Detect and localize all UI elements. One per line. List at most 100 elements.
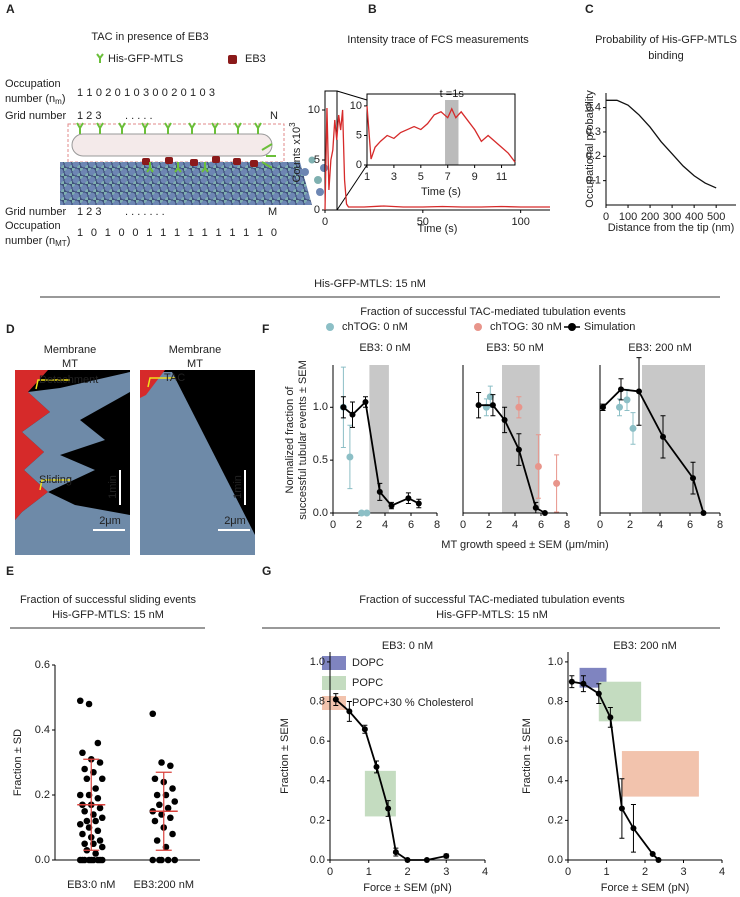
y-axis-label: Fraction ± SEM <box>521 718 533 794</box>
y-tick-label: 0.4 <box>548 775 563 787</box>
x-tick-label: 0 <box>460 519 466 531</box>
data-point <box>423 857 430 863</box>
y-tick-label: 0.0 <box>35 854 50 866</box>
data-point <box>171 856 179 864</box>
data-point <box>340 404 347 411</box>
data-point <box>167 762 174 770</box>
data-point <box>489 402 496 409</box>
data-point <box>83 817 91 825</box>
chart-title: EB3: 0 nM <box>382 640 433 652</box>
panel-label: D <box>6 322 15 336</box>
label-part: ) <box>62 93 66 105</box>
membrane-label: Membrane <box>44 344 97 356</box>
x-tick-label: 5 <box>418 171 424 183</box>
data-point <box>94 827 102 835</box>
data-point <box>83 775 91 783</box>
data-point <box>629 424 637 432</box>
data-point <box>90 856 97 864</box>
data-point <box>94 739 102 747</box>
y-tick-label: 0.5 <box>313 454 328 466</box>
x-tick-label: 100 <box>511 216 529 228</box>
x-tick-label: 4 <box>512 519 518 531</box>
legend-label: Simulation <box>584 321 635 333</box>
y-tick-label: 0.2 <box>586 150 601 162</box>
x-tick-label: EB3:200 nM <box>133 879 194 891</box>
data-point <box>595 690 602 697</box>
y-axis-label: Normalized fraction of <box>284 386 296 494</box>
chart-title: EB3: 200 nM <box>613 640 677 652</box>
x-tick-label: 2 <box>642 866 648 878</box>
x-tick-label: 1 <box>366 866 372 878</box>
data-point <box>690 475 696 482</box>
y-axis-label: Counts x103 <box>288 122 303 183</box>
x-tick-label: 6 <box>538 519 544 531</box>
x-tick-label: 2 <box>627 519 633 531</box>
data-point <box>158 759 165 766</box>
x-tick-label: 11 <box>496 171 507 183</box>
zoom-connector <box>336 90 368 101</box>
data-point <box>515 446 522 453</box>
data-point <box>76 820 84 828</box>
y-tick-label: 0.0 <box>310 854 325 866</box>
legend-swatch <box>326 323 334 331</box>
y-tick-label: 0.1 <box>586 175 601 187</box>
legend-label: chTOG: 30 nM <box>490 321 562 333</box>
x-tick-label: 2 <box>486 519 492 531</box>
chart-title: binding <box>648 50 683 62</box>
header: His-GFP-MTLS: 15 nM <box>314 278 426 290</box>
label: number (nm) <box>5 93 65 106</box>
x-tick-label: 0 <box>597 519 603 531</box>
grid-row: N <box>270 110 278 122</box>
data-point <box>81 840 88 848</box>
label-subscript: m <box>55 97 62 106</box>
data-point <box>568 678 575 685</box>
data-point <box>169 785 176 792</box>
label-part: ) <box>67 235 71 247</box>
grid-row: . . . . . . . <box>125 206 165 218</box>
data-point <box>475 402 482 409</box>
data-point <box>404 857 411 863</box>
legend-label: DOPC <box>352 657 384 669</box>
data-point <box>553 479 561 487</box>
y-tick-label: 1.0 <box>548 656 563 668</box>
x-tick-label: 9 <box>472 171 478 183</box>
data-point <box>81 856 88 864</box>
data-point <box>405 495 412 502</box>
data-point <box>346 708 353 715</box>
y-tick-label: 0.6 <box>548 735 563 747</box>
x-tick-label: 0 <box>603 211 609 223</box>
data-point <box>167 814 174 822</box>
legend-swatch <box>568 323 576 331</box>
grid-row: . . . . . <box>125 110 153 122</box>
legend-swatch <box>322 696 346 710</box>
data-point <box>92 785 99 792</box>
panel-label: G <box>262 564 271 578</box>
y-tick-label: 0.0 <box>313 507 328 519</box>
x-tick-label: 50 <box>417 216 429 228</box>
shaded-region <box>369 365 389 513</box>
chart-title: Intensity trace of FCS measurements <box>347 34 529 46</box>
x-tick-label: 4 <box>657 519 663 531</box>
panel-title: Fraction of successful TAC-mediated tubu… <box>359 594 625 606</box>
scale-bar-label: 2μm <box>99 515 121 527</box>
y-tick-label: 0.4 <box>35 724 50 736</box>
x-tick-label: 0 <box>327 866 333 878</box>
data-point <box>92 817 99 825</box>
y-tick-label: 0.8 <box>548 695 563 707</box>
data-point <box>79 749 86 757</box>
data-point <box>630 825 637 832</box>
data-point <box>534 462 542 470</box>
x-tick-label: 400 <box>685 211 703 223</box>
mt-label: MT <box>187 358 203 370</box>
panel-label: E <box>6 564 14 578</box>
data-point <box>349 411 356 418</box>
x-tick-label: 300 <box>663 211 681 223</box>
y-tick-label: 0.6 <box>310 735 325 747</box>
x-tick-label: 200 <box>641 211 659 223</box>
membrane-label: Membrane <box>169 344 222 356</box>
data-point <box>164 804 172 812</box>
x-tick-label: 6 <box>687 519 693 531</box>
label-part: number (n <box>5 93 55 105</box>
x-tick-label: 4 <box>719 866 725 878</box>
data-point <box>388 502 395 509</box>
